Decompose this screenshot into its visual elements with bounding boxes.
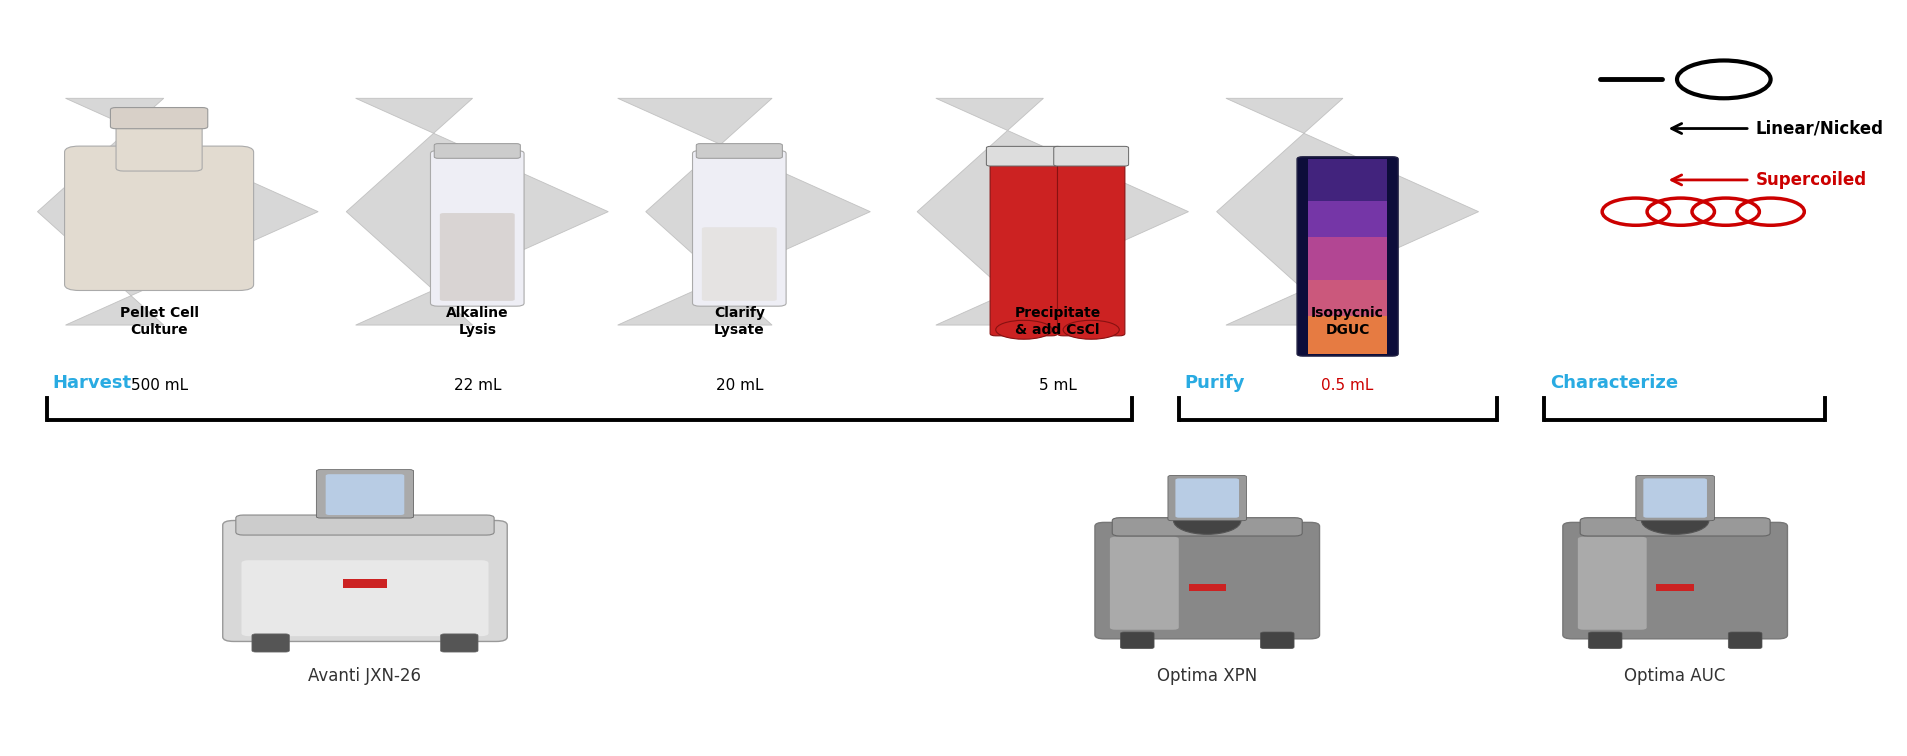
Bar bbox=[1308, 159, 1386, 201]
FancyBboxPatch shape bbox=[1167, 476, 1245, 521]
FancyBboxPatch shape bbox=[431, 150, 524, 306]
FancyBboxPatch shape bbox=[1175, 479, 1238, 518]
Polygon shape bbox=[345, 98, 608, 325]
Text: Supercoiled: Supercoiled bbox=[1754, 171, 1865, 189]
Bar bbox=[1308, 316, 1386, 354]
FancyBboxPatch shape bbox=[1634, 476, 1714, 521]
FancyBboxPatch shape bbox=[1119, 632, 1154, 649]
FancyBboxPatch shape bbox=[692, 150, 786, 306]
Text: Characterize: Characterize bbox=[1548, 374, 1676, 392]
FancyBboxPatch shape bbox=[1587, 632, 1621, 649]
Bar bbox=[1308, 280, 1386, 316]
FancyBboxPatch shape bbox=[1053, 147, 1129, 166]
Text: 0.5 mL: 0.5 mL bbox=[1322, 378, 1373, 393]
FancyBboxPatch shape bbox=[1562, 522, 1787, 639]
Polygon shape bbox=[917, 98, 1188, 325]
Circle shape bbox=[1173, 507, 1240, 534]
FancyBboxPatch shape bbox=[1728, 632, 1760, 649]
FancyBboxPatch shape bbox=[1579, 518, 1770, 536]
FancyBboxPatch shape bbox=[1095, 522, 1320, 639]
FancyBboxPatch shape bbox=[116, 119, 202, 171]
Polygon shape bbox=[38, 98, 318, 325]
FancyBboxPatch shape bbox=[441, 213, 515, 301]
Text: Optima XPN: Optima XPN bbox=[1156, 668, 1257, 685]
Text: 500 mL: 500 mL bbox=[130, 378, 187, 393]
FancyBboxPatch shape bbox=[1056, 158, 1125, 336]
Text: Isopycnic
DGUC: Isopycnic DGUC bbox=[1310, 306, 1383, 337]
Bar bbox=[1308, 201, 1386, 237]
Text: Alkaline
Lysis: Alkaline Lysis bbox=[446, 306, 509, 337]
Text: Pellet Cell
Culture: Pellet Cell Culture bbox=[120, 306, 198, 337]
Ellipse shape bbox=[995, 321, 1051, 339]
Ellipse shape bbox=[1062, 321, 1119, 339]
FancyBboxPatch shape bbox=[242, 560, 488, 637]
FancyBboxPatch shape bbox=[326, 474, 404, 515]
FancyBboxPatch shape bbox=[986, 147, 1060, 166]
Text: 22 mL: 22 mL bbox=[454, 378, 502, 393]
FancyBboxPatch shape bbox=[990, 158, 1056, 336]
FancyBboxPatch shape bbox=[65, 146, 254, 290]
FancyBboxPatch shape bbox=[223, 520, 507, 641]
Bar bbox=[343, 579, 387, 588]
Bar bbox=[1308, 237, 1386, 280]
Bar bbox=[1655, 584, 1693, 591]
Text: Purify: Purify bbox=[1184, 374, 1245, 392]
Polygon shape bbox=[618, 98, 870, 325]
FancyBboxPatch shape bbox=[702, 227, 776, 301]
Text: Harvest: Harvest bbox=[51, 374, 132, 392]
Text: Avanti JXN-26: Avanti JXN-26 bbox=[309, 668, 421, 685]
FancyBboxPatch shape bbox=[1642, 479, 1707, 518]
FancyBboxPatch shape bbox=[111, 107, 208, 129]
Text: Optima AUC: Optima AUC bbox=[1623, 668, 1726, 685]
Text: 5 mL: 5 mL bbox=[1037, 378, 1076, 393]
FancyBboxPatch shape bbox=[441, 634, 479, 652]
FancyBboxPatch shape bbox=[317, 469, 414, 518]
FancyBboxPatch shape bbox=[1261, 632, 1293, 649]
FancyBboxPatch shape bbox=[1110, 537, 1179, 630]
FancyBboxPatch shape bbox=[236, 515, 494, 535]
FancyBboxPatch shape bbox=[1577, 537, 1646, 630]
Circle shape bbox=[1640, 507, 1709, 534]
Text: Clarify
Lysate: Clarify Lysate bbox=[713, 306, 765, 337]
Polygon shape bbox=[1217, 98, 1478, 325]
FancyBboxPatch shape bbox=[252, 634, 290, 652]
Text: Precipitate
& add CsCl: Precipitate & add CsCl bbox=[1015, 306, 1100, 337]
FancyBboxPatch shape bbox=[1297, 156, 1398, 356]
Bar bbox=[1188, 584, 1226, 591]
Text: 20 mL: 20 mL bbox=[715, 378, 763, 393]
FancyBboxPatch shape bbox=[1112, 518, 1302, 536]
FancyBboxPatch shape bbox=[435, 144, 521, 158]
Text: Linear/Nicked: Linear/Nicked bbox=[1754, 119, 1882, 138]
FancyBboxPatch shape bbox=[696, 144, 782, 158]
